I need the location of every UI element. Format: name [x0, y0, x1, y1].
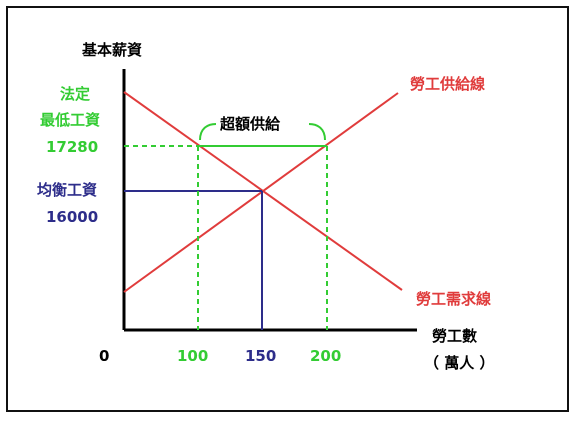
- minimum-wage-value: 17280: [46, 138, 98, 156]
- surplus-brace: [199, 123, 326, 141]
- minimum-wage-label-line2: 最低工資: [40, 111, 100, 129]
- q-supplied-label: 200: [310, 347, 341, 365]
- x-axis-unit: （ 萬人 ）: [424, 354, 494, 372]
- origin-label: 0: [99, 347, 109, 365]
- y-axis-label: 基本薪資: [81, 41, 142, 59]
- demand-curve-label: 勞工需求線: [416, 290, 491, 308]
- supply-curve-label: 勞工供給線: [410, 75, 485, 93]
- equilibrium-wage-label: 均衡工資: [37, 181, 97, 199]
- minimum-wage-label-line1: 法定: [60, 85, 90, 103]
- equilibrium-quantity-label: 150: [245, 347, 276, 365]
- surplus-label: 超額供給: [219, 115, 281, 133]
- q-demanded-label: 100: [177, 347, 208, 365]
- diagram-frame: [6, 6, 569, 412]
- equilibrium-wage-value: 16000: [46, 208, 98, 226]
- x-axis-label: 勞工數: [432, 327, 477, 345]
